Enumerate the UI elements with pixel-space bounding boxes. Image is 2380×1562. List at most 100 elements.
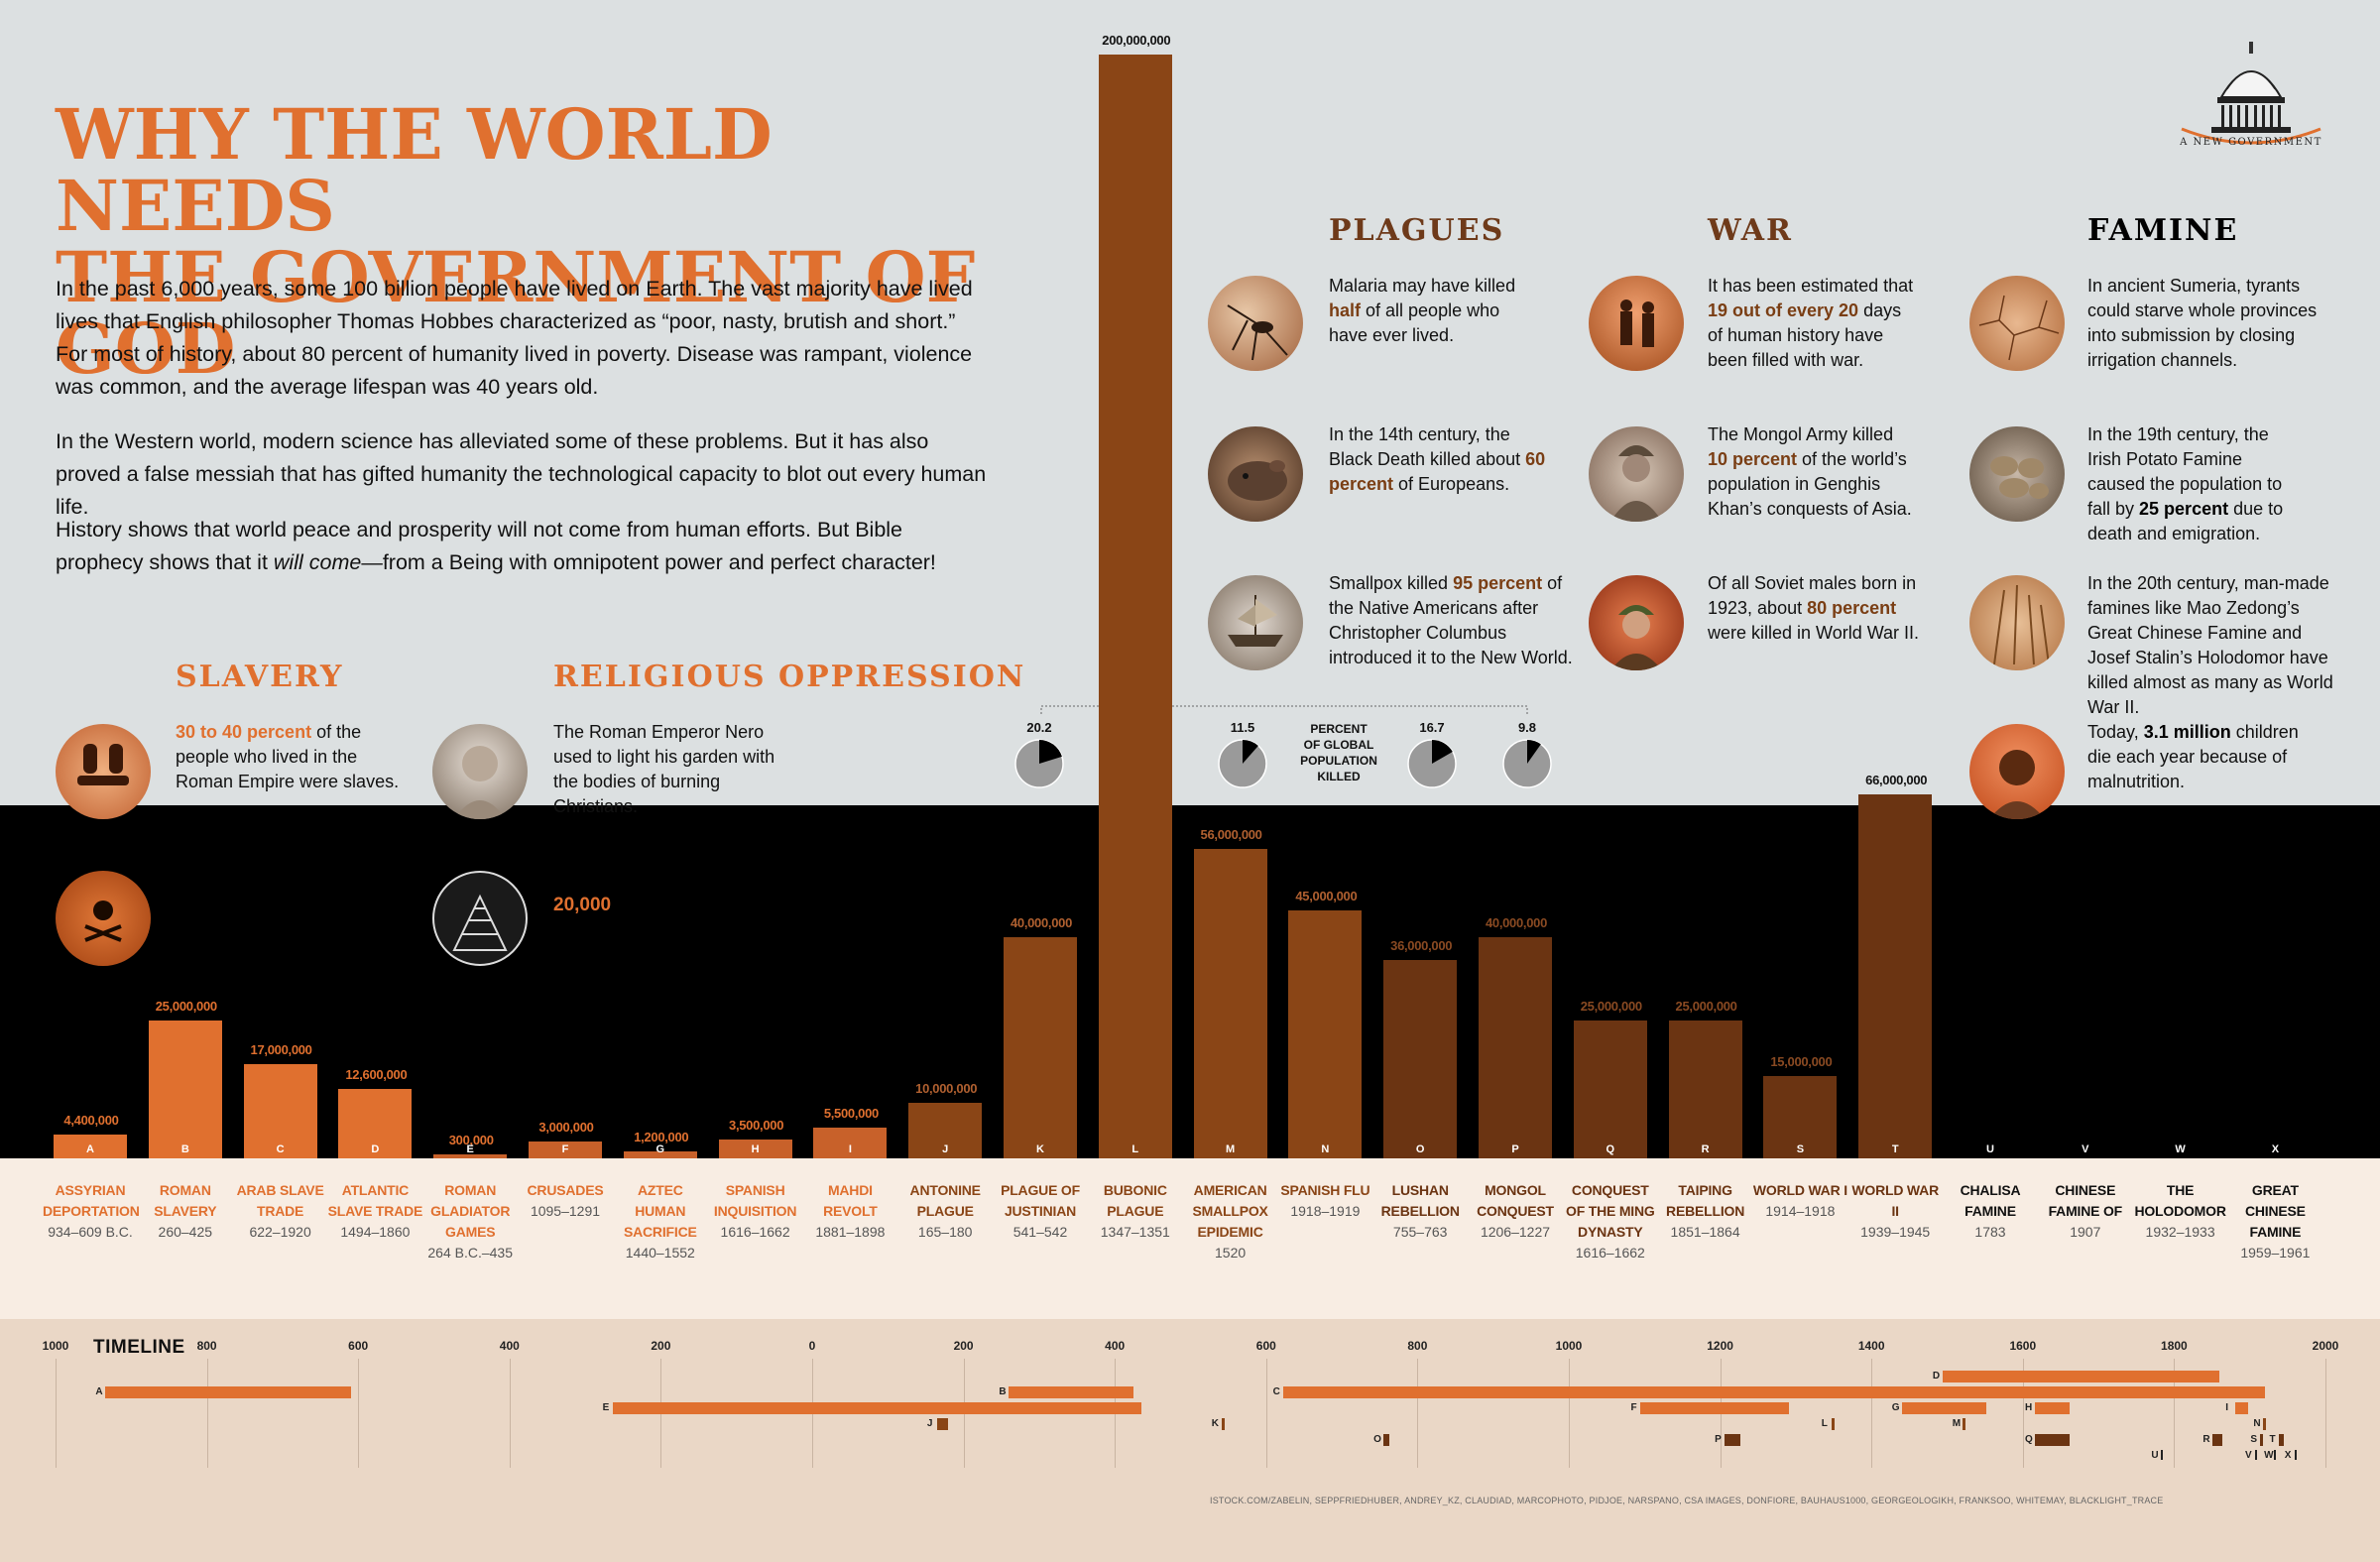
nero-photo <box>432 724 528 819</box>
bar-s <box>1763 1075 1838 1158</box>
bar-p <box>1479 937 1552 1158</box>
pie-slice-5 <box>1527 740 1541 764</box>
timeline-bar-q <box>2035 1434 2071 1446</box>
event-years-m: 1520 <box>1215 1245 1247 1261</box>
famine-blurb-3: In the 20th century, man-made famines li… <box>2087 573 2333 717</box>
timeline-letter-e: E <box>602 1402 610 1413</box>
dry-corn-photo <box>1969 575 2065 670</box>
bar-value-s: 15,000,000 <box>1770 1053 1833 1069</box>
timeline-bar-c <box>1282 1386 2265 1398</box>
timeline-bar-m <box>1962 1418 1965 1430</box>
timeline-tick: 0 <box>808 1339 816 1353</box>
genghis-khan-photo <box>1589 426 1684 522</box>
event-label-c: ARAB SLAVE TRADE <box>236 1182 324 1219</box>
event-years-j: 165–180 <box>917 1224 973 1240</box>
event-label-p: MONGOL CONQUEST <box>1477 1182 1554 1219</box>
ship-photo <box>1208 575 1303 670</box>
timeline-letter-v: V <box>2245 1450 2252 1461</box>
bar-n <box>1288 909 1363 1158</box>
timeline-letter-w: W <box>2264 1450 2274 1461</box>
timeline-bar-k <box>1221 1418 1225 1430</box>
bar-letter-g: G <box>655 1143 665 1155</box>
timeline-letter-b: B <box>999 1386 1007 1397</box>
slavery-heading: SLAVERY <box>176 660 344 694</box>
timeline-title: TIMELINE <box>93 1337 185 1358</box>
aztec-pyramid-photo <box>432 871 528 966</box>
timeline-letter-a: A <box>95 1386 103 1397</box>
rat-photo <box>1208 426 1303 522</box>
warrior-bust-icon <box>1610 445 1662 522</box>
event-years-e: 264 B.C.–435 <box>427 1245 513 1261</box>
event-years-i: 1881–1898 <box>815 1224 886 1240</box>
bar-letter-a: A <box>86 1143 94 1155</box>
pie-label-1: 20.2 <box>1026 720 1051 735</box>
bar-letter-w: W <box>2175 1143 2186 1155</box>
bar-letter-h: H <box>751 1143 760 1155</box>
bar-value-b: 25,000,000 <box>155 998 217 1014</box>
bar-value-n: 45,000,000 <box>1295 888 1358 903</box>
pie-3: 11.5 <box>1218 720 1267 788</box>
intro-emphasis: will come <box>273 550 362 574</box>
timeline-letter-j: J <box>926 1418 933 1429</box>
timeline-letter-f: F <box>1630 1402 1637 1413</box>
event-label-h: SPANISH INQUISITION <box>713 1182 797 1219</box>
intro-paragraph-3: History shows that world peace and prosp… <box>56 518 936 574</box>
plague-blurb-3: Smallpox killed 95 percent of the Native… <box>1329 573 1573 667</box>
bar-letter-d: D <box>371 1143 380 1155</box>
event-years-a: 934–609 B.C. <box>48 1224 133 1240</box>
timeline-gridline <box>1417 1359 1419 1468</box>
plague-blurb-1: Malaria may have killed half of all peop… <box>1329 276 1516 345</box>
timeline-tick: 800 <box>196 1339 217 1353</box>
event-years-u: 1783 <box>1974 1224 2006 1240</box>
timeline-letter-s: S <box>2250 1434 2258 1445</box>
event-years-l: 1347–1351 <box>1100 1224 1170 1240</box>
potatoes-photo <box>1969 426 2065 522</box>
timeline-letter-g: G <box>1891 1402 1900 1413</box>
bar-f <box>529 1141 602 1158</box>
pyramid-icon <box>452 894 508 951</box>
event-years-g: 1440–1552 <box>625 1245 695 1261</box>
timeline-bar-h <box>2035 1402 2071 1414</box>
event-years-x: 1959–1961 <box>2240 1245 2311 1261</box>
event-label-g: AZTEC HUMAN SACRIFICE <box>623 1182 697 1240</box>
pie-caption-line-2: OF GLOBAL <box>1303 738 1374 752</box>
pie-group: 20.245.111.516.79.8 <box>1014 720 1552 788</box>
timeline-gridline <box>2174 1359 2176 1468</box>
event-label-k: PLAGUE OF JUSTINIAN <box>1001 1182 1080 1219</box>
bar-letter-t: T <box>1891 1143 1899 1155</box>
timeline-bar-r <box>2212 1434 2223 1446</box>
bar-letter-s: S <box>1796 1143 1805 1155</box>
photo-credits: ISTOCK.COM/ZABELIN, SEPPFRIEDHUBER, ANDR… <box>1210 1496 2164 1505</box>
bar-letter-r: R <box>1701 1143 1710 1155</box>
pie-slice-3 <box>1243 740 1258 764</box>
timeline-gridline <box>1569 1359 1570 1468</box>
bar-value-r: 25,000,000 <box>1675 998 1737 1014</box>
bar-value-q: 25,000,000 <box>1580 998 1642 1014</box>
bar-value-d: 12,600,000 <box>345 1066 408 1082</box>
pie-caption-line-4: KILLED <box>1317 770 1361 783</box>
ship-icon <box>1228 595 1283 647</box>
war-blurb-2: The Mongol Army killed 10 percent of the… <box>1708 424 1912 519</box>
intro-paragraph-1: In the past 6,000 years, some 100 billio… <box>56 277 973 399</box>
timeline-tick: 1000 <box>42 1339 69 1353</box>
bar-j <box>908 1103 983 1158</box>
event-label-b: ROMAN SLAVERY <box>154 1182 217 1219</box>
chained-hands-photo <box>56 724 151 819</box>
timeline-gridline <box>56 1359 57 1468</box>
event-label-a: ASSYRIAN DEPORTATION <box>43 1182 140 1219</box>
pie-4: 16.7 <box>1407 720 1457 788</box>
timeline-tick: 800 <box>1407 1339 1428 1353</box>
event-label-f: CRUSADES <box>527 1182 604 1198</box>
event-years-r: 1851–1864 <box>1670 1224 1740 1240</box>
bar-letter-c: C <box>276 1143 285 1155</box>
timeline-tick: 200 <box>651 1339 671 1353</box>
pie-caption-line-3: POPULATION <box>1300 754 1377 768</box>
bar-m <box>1193 849 1267 1158</box>
intro-paragraph-2: In the Western world, modern science has… <box>56 429 987 519</box>
chained-hands-icon <box>77 744 129 785</box>
bar-value-e: 300,000 <box>448 1133 494 1147</box>
bar-letter-n: N <box>1321 1143 1330 1155</box>
bar-value-o: 36,000,000 <box>1390 937 1453 953</box>
timeline-tick: 200 <box>953 1339 974 1353</box>
bar-g <box>623 1151 697 1158</box>
